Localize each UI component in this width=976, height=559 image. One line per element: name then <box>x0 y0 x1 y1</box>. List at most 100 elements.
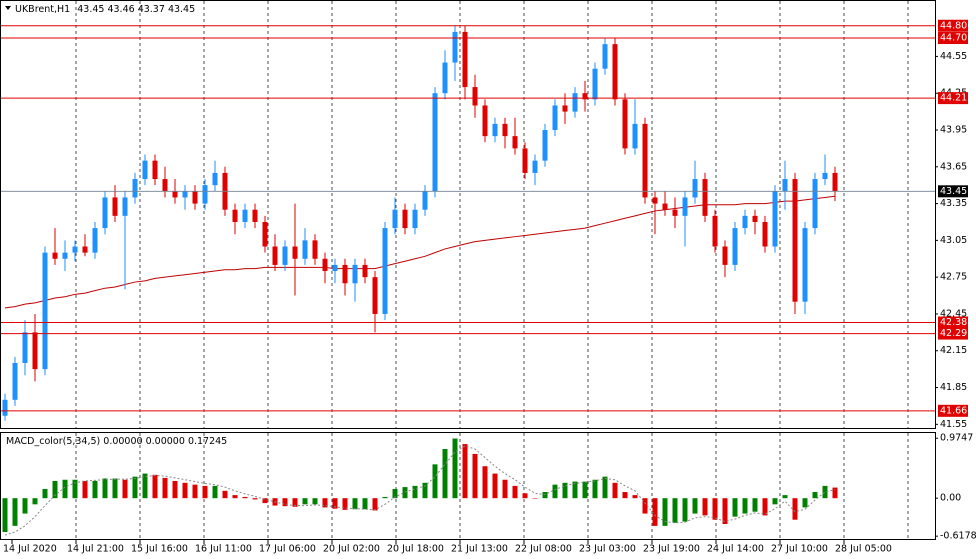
candle-body <box>722 246 728 265</box>
macd-bar <box>532 498 538 499</box>
macd-bar <box>462 444 468 499</box>
macd-bar <box>72 479 78 499</box>
y-tick-label: 44.55 <box>940 51 967 62</box>
candle-body <box>692 179 698 198</box>
y-tick-label: -0.61786 <box>940 531 976 542</box>
macd-bar <box>552 484 558 499</box>
macd-bar <box>22 498 28 514</box>
y-tick-label: 43.65 <box>940 161 967 172</box>
macd-bar <box>812 492 818 499</box>
macd-bar <box>522 493 528 499</box>
candle-body <box>192 191 198 204</box>
candle-body <box>792 179 798 302</box>
macd-bar <box>282 498 288 507</box>
y-tick-label: 43.95 <box>940 124 967 135</box>
level-tag <box>938 404 968 417</box>
macd-bar <box>572 481 578 499</box>
ohlc-low: 43.37 <box>138 4 165 15</box>
x-tick-label: 27 Jul 10:00 <box>771 544 828 555</box>
candle-body <box>412 209 418 229</box>
macd-bar <box>722 498 728 525</box>
candle-body <box>262 221 268 247</box>
candle-body <box>682 197 688 216</box>
candle-body <box>142 160 148 180</box>
candle-body <box>352 264 358 284</box>
level-label: 41.66 <box>940 405 967 416</box>
candle-body <box>292 246 298 259</box>
candle-body <box>42 252 48 370</box>
macd-bar <box>762 498 768 516</box>
y-tick-label: 0.00 <box>940 493 961 504</box>
y-tick-label: 42.45 <box>940 308 967 319</box>
macd-bar <box>222 490 228 499</box>
macd-bar <box>752 498 758 512</box>
candle-body <box>22 332 28 364</box>
macd-bar <box>172 480 178 499</box>
macd-bar <box>482 466 488 499</box>
macd-bar <box>622 492 628 499</box>
macd-bar <box>662 498 668 526</box>
candle-body <box>122 197 128 216</box>
level-tag <box>938 32 968 45</box>
candle-body <box>622 99 628 149</box>
macd-signal <box>4 445 836 536</box>
candle-body <box>402 209 408 229</box>
macd-bar <box>292 498 298 507</box>
candle-body <box>12 363 18 400</box>
candle-body <box>342 264 348 284</box>
menu-arrow[interactable] <box>5 6 11 10</box>
current-price-label: 43.45 <box>940 186 967 197</box>
candle-body <box>752 215 758 222</box>
symbol: UKBrent,H1 <box>15 4 70 15</box>
candle-body <box>312 240 318 259</box>
candle-body <box>502 123 508 137</box>
x-tick-label: 20 Jul 02:00 <box>323 544 380 555</box>
candle-body <box>662 203 668 210</box>
candle-body <box>562 105 568 112</box>
macd-bar <box>102 478 108 499</box>
candle-body <box>372 277 378 314</box>
macd-bar <box>792 498 798 520</box>
macd-bar <box>832 487 838 499</box>
macd-bar <box>442 448 448 499</box>
macd-bar <box>732 498 738 517</box>
macd-bar <box>402 487 408 499</box>
macd-bar <box>672 498 678 523</box>
candle-body <box>62 252 68 259</box>
candle-body <box>482 105 488 137</box>
level-label: 44.21 <box>940 93 967 104</box>
macd-bar <box>262 498 268 504</box>
macd-bar <box>342 498 348 510</box>
candle-body <box>582 93 588 100</box>
candle-body <box>422 191 428 210</box>
y-tick-label: 42.15 <box>940 345 967 356</box>
x-tick-label: 14 Jul 2020 <box>3 544 57 555</box>
candle-body <box>532 160 538 173</box>
macd-bar <box>92 480 98 499</box>
macd-bar <box>642 498 648 514</box>
candle-body <box>732 228 738 265</box>
macd-bar <box>612 482 618 499</box>
macd-panel <box>0 432 936 540</box>
candle-body <box>432 93 438 192</box>
macd-bar <box>352 498 358 510</box>
level-tag <box>938 19 968 32</box>
macd-bar <box>422 482 428 499</box>
y-tick-label: 43.05 <box>940 235 967 246</box>
macd-bar <box>62 479 68 499</box>
candle-body <box>812 179 818 229</box>
macd-bar <box>772 498 778 505</box>
candle-body <box>172 191 178 198</box>
candle-body <box>542 129 548 161</box>
candle-body <box>772 191 778 247</box>
macd-readout: 0.17245 <box>188 436 227 447</box>
x-tick-label: 23 Jul 03:00 <box>579 544 636 555</box>
candle-body <box>392 209 398 229</box>
macd-bar <box>362 498 368 510</box>
macd-bar <box>742 498 748 514</box>
x-tick-label: 17 Jul 06:00 <box>259 544 316 555</box>
candle-body <box>512 136 518 149</box>
candle-body <box>32 332 38 370</box>
x-tick-label: 14 Jul 21:00 <box>67 544 124 555</box>
